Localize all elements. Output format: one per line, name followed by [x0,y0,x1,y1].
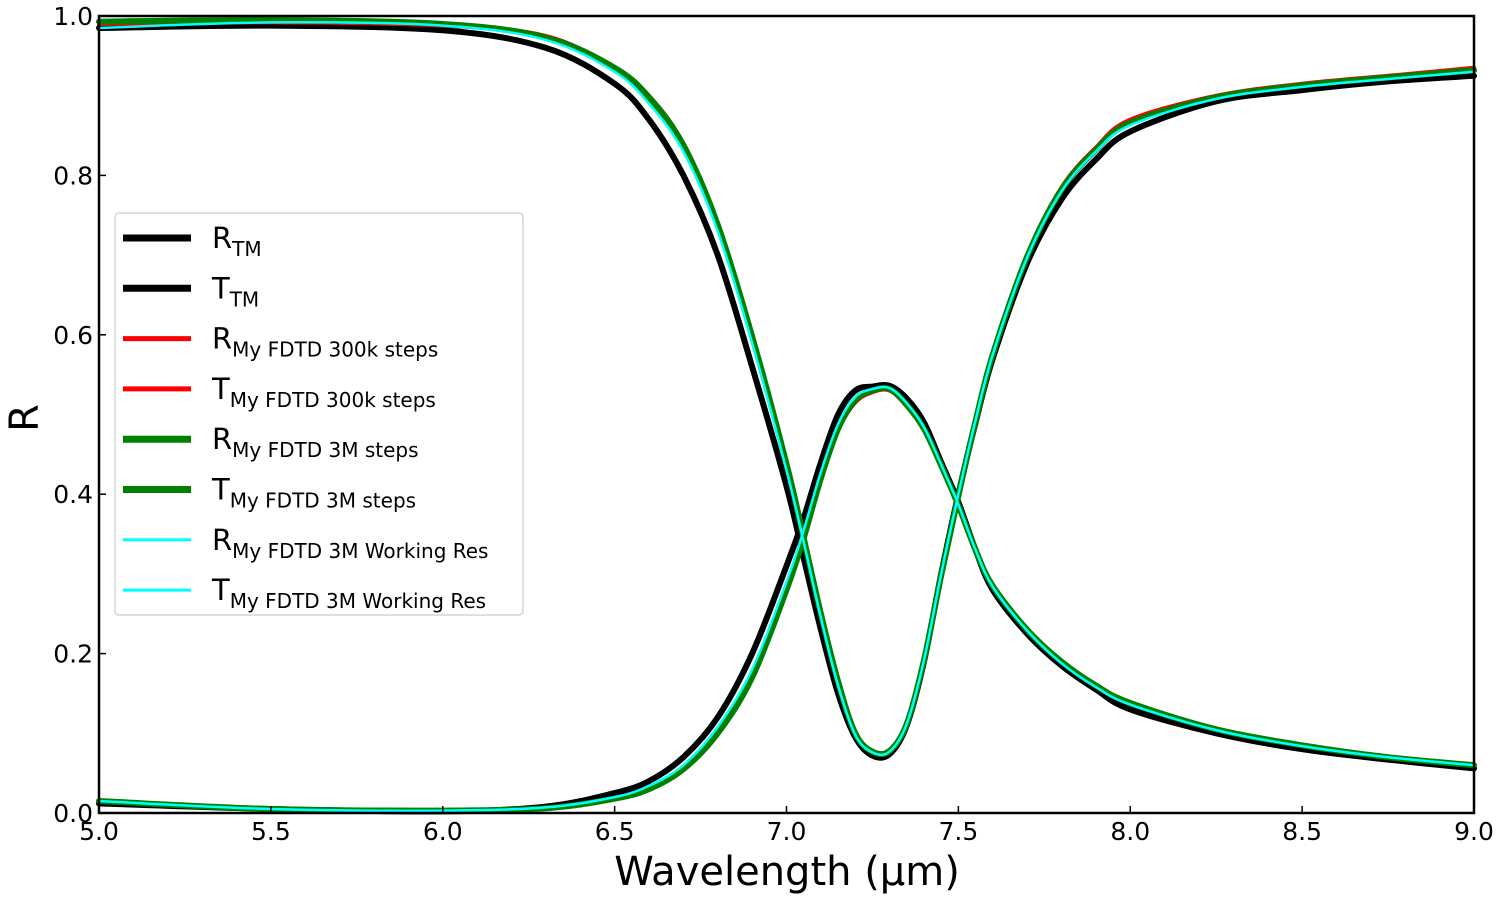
x-tick-label: 7.0 [767,817,807,846]
x-tick-label: 6.0 [423,817,463,846]
y-tick-label: 0.0 [53,799,93,828]
x-tick-label: 5.5 [251,817,291,846]
legend-entry-3: TMy FDTD 300k steps [211,372,436,412]
legend-entry-1: TTM [211,271,259,311]
y-tick-label: 1.0 [53,2,93,31]
series-line-6 [97,21,1476,757]
y-tick-label: 0.8 [53,161,93,190]
series-layer [96,16,1477,815]
x-tick-label: 7.5 [938,817,978,846]
series-line-0 [96,22,1477,761]
x-tick-label: 8.5 [1282,817,1322,846]
legend-entry-6: RMy FDTD 3M Working Res [212,523,488,563]
x-axis-ticks: 5.0 5.5 6.0 6.5 7.0 7.5 8.0 8.5 9.0 [79,806,1494,846]
series-line-7 [97,385,1476,812]
y-axis-ticks: 0.0 0.2 0.4 0.6 0.8 1.0 [53,2,106,828]
legend-entry-4: RMy FDTD 3M steps [212,422,419,462]
y-tick-label: 0.2 [53,640,93,669]
x-tick-label: 6.5 [595,817,635,846]
legend-entry-0: RTM [212,221,262,261]
y-tick-label: 0.4 [53,480,93,509]
legend-box [114,212,524,616]
y-tick-label: 0.6 [53,321,93,350]
x-tick-label: 8.0 [1110,817,1150,846]
series-line-1 [96,381,1477,815]
series-line-5 [96,384,1477,814]
legend-entry-5: TMy FDTD 3M steps [211,473,416,513]
x-axis-label: Wavelength (µm) [614,849,960,895]
legend: RTM TTM RMy FDTD 300k steps TMy FDTD 300k s… [114,212,524,616]
legend-entry-2: RMy FDTD 300k steps [212,322,438,362]
x-tick-label: 9.0 [1454,817,1494,846]
x-tick-label: 5.0 [79,817,119,846]
legend-entry-7: TMy FDTD 3M Working Res [211,573,486,613]
y-axis-label: R [2,404,48,432]
